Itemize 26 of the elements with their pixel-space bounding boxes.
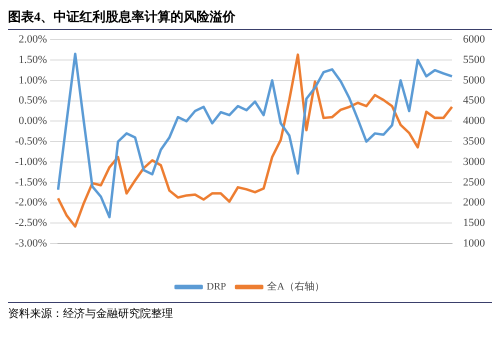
y2-tick-label: 4500 xyxy=(463,94,486,107)
text: 资料来源：经济与金融研究院整理 xyxy=(8,306,174,321)
y2-tick-label: 2500 xyxy=(463,176,486,188)
y2-tick-label: 6000 xyxy=(463,33,486,46)
y-tick-label: 0.50% xyxy=(18,94,48,107)
y-tick-label: -1.00% xyxy=(15,156,48,168)
y-tick-label: -0.50% xyxy=(15,135,48,148)
y2-tick-label: 5000 xyxy=(463,74,486,86)
legend-label: DRP xyxy=(206,282,227,293)
y-tick-label: -3.00% xyxy=(15,237,48,250)
y-tick-label: -2.00% xyxy=(15,196,48,209)
y-tick-label: 0.00% xyxy=(18,115,48,128)
y2-tick-label: 3500 xyxy=(463,135,486,148)
y-tick-label: 1.50% xyxy=(18,54,48,66)
y2-tick-label: 4000 xyxy=(463,115,486,128)
legend-label: 全A（右轴） xyxy=(267,280,324,293)
y2-tick-label: 1500 xyxy=(463,217,486,230)
y-tick-label: -1.50% xyxy=(15,176,48,188)
y-tick-label: 1.00% xyxy=(18,74,48,86)
y2-tick-label: 1000 xyxy=(463,237,486,250)
y2-tick-label: 3000 xyxy=(463,156,486,168)
chart-title: 图表4、中证红利股息率计算的风险溢价 xyxy=(8,8,492,30)
y2-tick-label: 2000 xyxy=(463,196,486,209)
y-tick-label: -2.50% xyxy=(15,217,48,230)
y-tick-label: 2.00% xyxy=(18,33,48,46)
y2-tick-label: 5500 xyxy=(463,54,486,66)
